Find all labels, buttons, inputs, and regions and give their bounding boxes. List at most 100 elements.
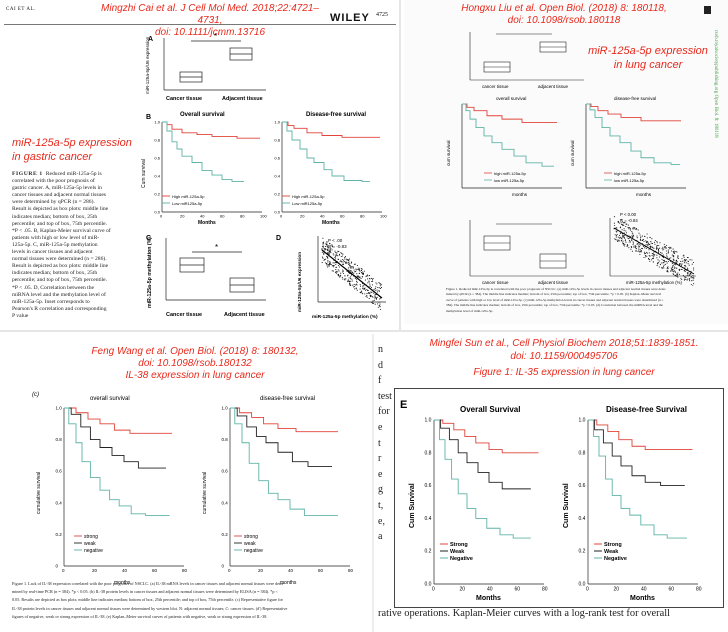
scatter-point (329, 249, 331, 251)
significance-star: * (214, 32, 217, 41)
scatter-point (624, 237, 626, 239)
tick-label-y: 0.4 (274, 174, 280, 179)
tick-label-x: 20 (614, 587, 620, 593)
scatter-point (649, 243, 651, 245)
scatter-point (358, 267, 360, 269)
scatter-point (376, 296, 378, 298)
scatter-point (378, 305, 380, 307)
tick-label-y: 0.2 (579, 549, 586, 555)
scatter-point (350, 280, 352, 282)
scatter-point (672, 251, 674, 253)
scatter-point (683, 262, 685, 264)
scatter-point (672, 270, 674, 272)
tick-label-x: 40 (200, 214, 205, 219)
scatter-point (685, 266, 687, 268)
scatter-point (622, 236, 624, 238)
km-legend: Strong Weak Negative (594, 542, 627, 562)
scatter-point (368, 280, 370, 282)
scatter-point (670, 247, 672, 249)
scatter-point (665, 247, 667, 250)
scatter-point (659, 264, 661, 266)
scatter-point (634, 245, 636, 247)
panel-letter-a: A (148, 36, 153, 43)
scatter-point (675, 274, 677, 276)
legend-label: weak (244, 541, 256, 547)
scatter-point (629, 229, 632, 231)
scatter-point (344, 261, 346, 263)
scatter-point (375, 286, 377, 288)
scatter-point (614, 234, 616, 236)
scatter-point (680, 263, 682, 265)
scatter-point (690, 277, 692, 279)
scatter-point (660, 262, 662, 264)
scatter-point (666, 268, 668, 270)
scatter-point (683, 260, 685, 262)
scatter-point (622, 243, 624, 245)
scatter-point (332, 270, 334, 272)
tick-label-x: 60 (515, 587, 521, 593)
scatter-point (635, 227, 637, 229)
citation-line: doi: 10.1098/rsob.180132 (138, 358, 252, 369)
scatter-point (328, 265, 330, 267)
scatter-point (673, 263, 675, 266)
caption-line: Result is depicted as box plots: middle … (12, 206, 109, 213)
scatter-point (348, 258, 351, 260)
scatter-point (368, 298, 370, 300)
scatter-point (687, 278, 689, 280)
caption-line: methylation level of miR-125a-5p. (446, 308, 494, 313)
scatter-point (657, 249, 660, 251)
scatter-point (670, 267, 672, 269)
scatter-point (677, 276, 679, 278)
scatter-point (342, 269, 344, 271)
significance-star: * (215, 243, 218, 252)
scatter-point (639, 237, 642, 239)
scatter-point (684, 265, 686, 267)
scatter-point (671, 268, 674, 270)
survival-curve-high (282, 121, 380, 138)
scatter-point (367, 275, 369, 277)
scatter-point (638, 232, 640, 234)
legend-label: negative (244, 548, 263, 554)
citation-line: doi: 10.1159/000495706 (510, 350, 618, 362)
scatter-point (685, 262, 687, 264)
scatter-point (358, 272, 360, 275)
scatter-point (624, 240, 626, 242)
scatter-point (342, 270, 344, 272)
scatter-point (638, 246, 641, 248)
scatter-point (683, 276, 685, 278)
scatter-point (648, 252, 650, 254)
scatter-point (622, 235, 624, 237)
axis-label-y: cumulative survival (36, 472, 42, 514)
scatter-point (361, 268, 363, 270)
scatter-point (360, 290, 363, 292)
caption-line: Pearson's R correlation and correspondin… (12, 305, 107, 312)
scatter-point (628, 247, 630, 249)
scatter-point (650, 242, 652, 244)
scatter-point (648, 258, 651, 260)
scatter-point (651, 252, 653, 255)
scatter-point (345, 261, 347, 263)
scatter-point (623, 235, 625, 237)
scatter-point (636, 243, 639, 245)
scatter-point (378, 289, 380, 292)
scatter-point (328, 250, 330, 252)
scatter-point (345, 258, 347, 260)
km-plot-dfs (585, 103, 686, 189)
scatter-point (631, 239, 633, 241)
scatter-point (623, 228, 625, 230)
scatter-point (689, 273, 691, 275)
scatter-point (643, 240, 645, 243)
scatter-point (329, 250, 331, 253)
scatter-point (362, 287, 364, 289)
scatter-point (692, 285, 694, 286)
scatter-point (672, 248, 674, 250)
scatter-point (662, 257, 665, 259)
regression-line (321, 249, 383, 299)
axis-label-x: Months (322, 220, 340, 226)
scatter-point (617, 240, 619, 242)
scatter-point (365, 295, 367, 297)
tick-label-y: 1.0 (221, 406, 228, 411)
citation-line: Feng Wang et al. Open Biol. (2018) 8: 18… (91, 346, 299, 357)
scatter-point (380, 284, 382, 286)
scatter-point (647, 245, 649, 247)
